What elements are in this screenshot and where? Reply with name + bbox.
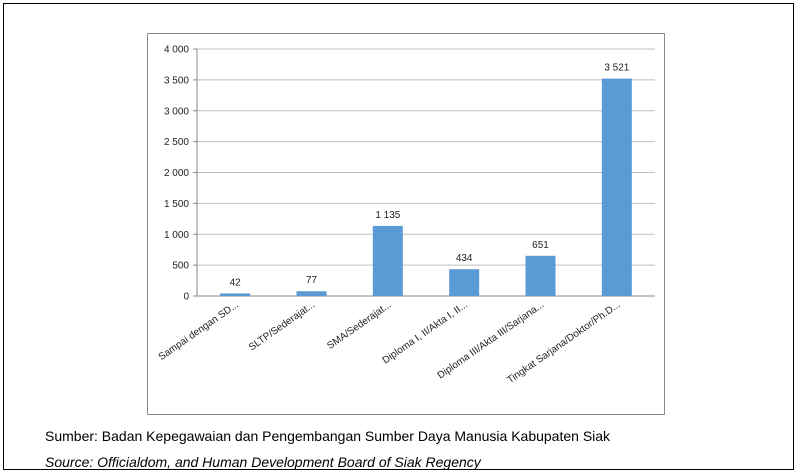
- bar: [601, 78, 632, 296]
- y-tick-label: 4 000: [164, 45, 189, 56]
- x-tick-label: SLTP/Sederajat...: [247, 299, 317, 353]
- y-tick-label: 0: [183, 292, 189, 303]
- data-label: 651: [532, 240, 549, 251]
- data-label: 42: [230, 277, 242, 288]
- y-tick-label: 3 000: [164, 106, 189, 117]
- x-tick-label: Sampai dengan SD...: [157, 299, 241, 363]
- x-tick-label: Diploma I, II/Akta I, II...: [381, 299, 470, 366]
- y-tick-label: 2 500: [164, 137, 189, 148]
- bar: [220, 293, 251, 296]
- outer-frame: [3, 3, 794, 470]
- bar: [372, 225, 403, 296]
- source-en: Source: Officialdom, and Human Developme…: [45, 454, 481, 470]
- y-tick-label: 1 000: [164, 230, 189, 241]
- bar: [296, 291, 327, 296]
- data-label: 3 521: [604, 63, 629, 74]
- y-tick-label: 1 500: [164, 199, 189, 210]
- source-id: Sumber: Badan Kepegawaian dan Pengembang…: [45, 428, 611, 444]
- x-tick-label: SMA/Sederajat...: [325, 299, 393, 351]
- data-label: 1 135: [375, 210, 400, 221]
- y-tick-label: 3 500: [164, 75, 189, 86]
- bar: [449, 269, 480, 296]
- chart-frame: [147, 33, 665, 415]
- y-tick-label: 2 000: [164, 168, 189, 179]
- data-label: 434: [456, 253, 473, 264]
- data-label: 77: [306, 275, 318, 286]
- bar: [525, 255, 556, 296]
- y-tick-label: 500: [172, 261, 189, 272]
